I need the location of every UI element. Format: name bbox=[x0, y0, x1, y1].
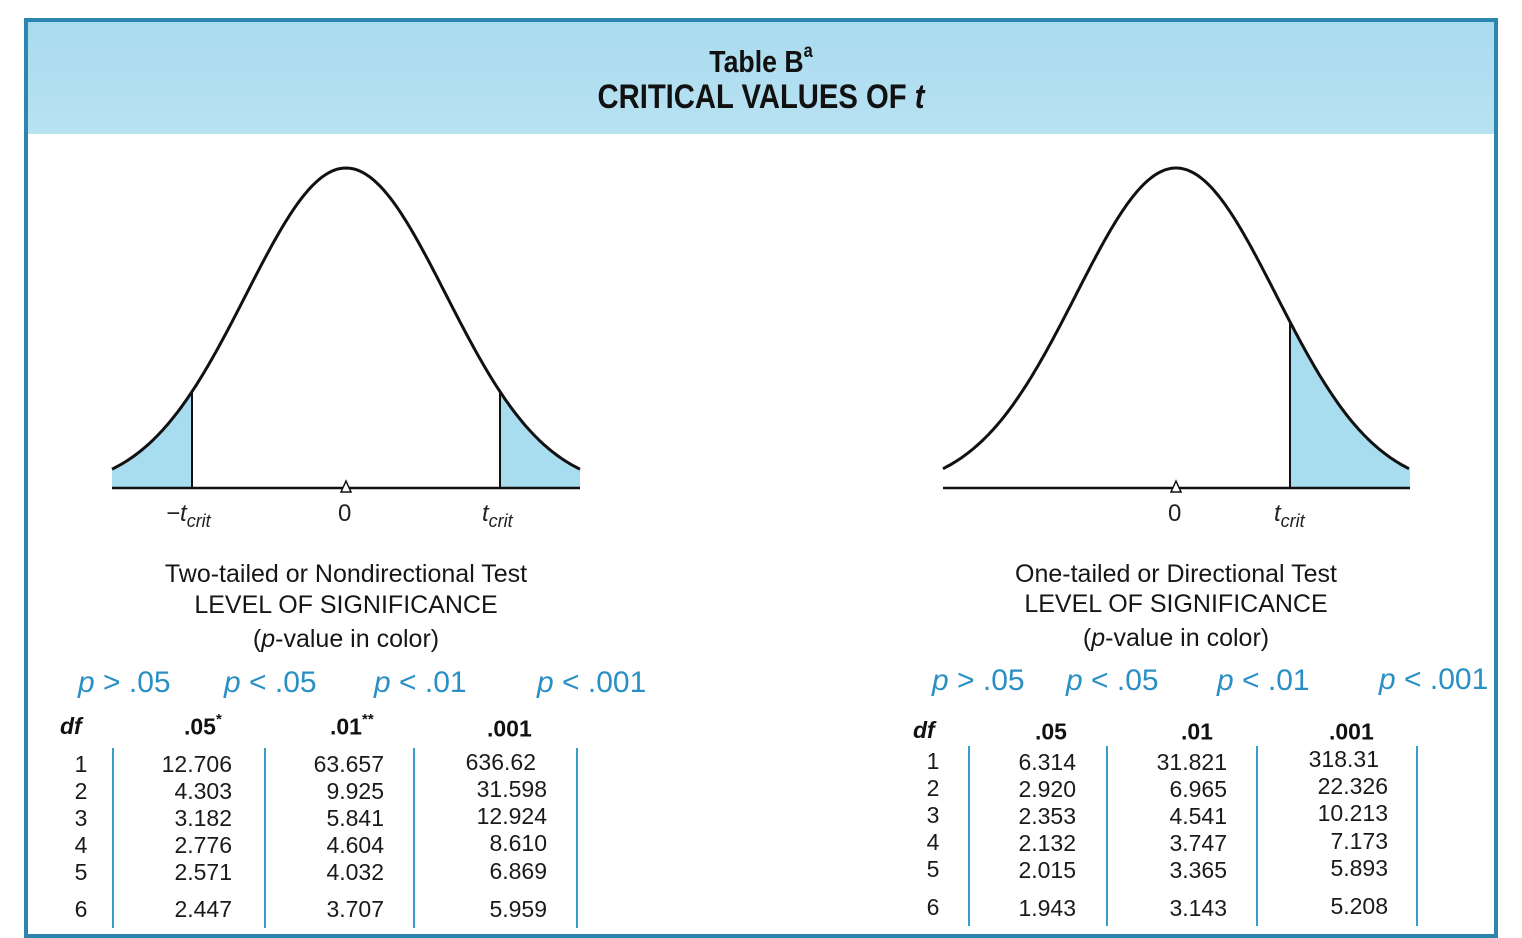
table-cell: 2.353 bbox=[1018, 803, 1076, 829]
p-value-label: p < .01 bbox=[374, 666, 467, 699]
zero-marker-icon bbox=[1169, 479, 1183, 493]
table-cell: 63.657 bbox=[313, 751, 384, 777]
two-tailed-caption-line-2: LEVEL OF SIGNIFICANCE bbox=[194, 591, 498, 619]
p-value-label: p < .001 bbox=[1379, 663, 1489, 696]
df-cell: 2 bbox=[926, 775, 940, 801]
df-cell: 1 bbox=[926, 748, 940, 774]
df-cell: 6 bbox=[926, 894, 940, 920]
t-crit-label: tcrit bbox=[1274, 500, 1305, 531]
table-cell: 22.326 bbox=[1317, 773, 1388, 799]
df-cell: 3 bbox=[74, 805, 88, 831]
p-value-label: p < .05 bbox=[224, 666, 317, 699]
right-tail-shading bbox=[500, 391, 580, 489]
df-cell: 5 bbox=[926, 856, 940, 882]
table-cell: 5.841 bbox=[326, 805, 384, 831]
column-rule bbox=[1106, 746, 1108, 926]
column-header-05: .05 bbox=[1035, 718, 1067, 745]
column-header-05: .05* bbox=[184, 711, 222, 740]
one-tailed-caption-line-2: LEVEL OF SIGNIFICANCE bbox=[1024, 590, 1328, 618]
table-cell: 6.869 bbox=[489, 858, 547, 884]
table-cell: 4.541 bbox=[1169, 803, 1227, 829]
two-tailed-caption-line-1: Two-tailed or Nondirectional Test bbox=[164, 560, 528, 588]
table-cell: 5.208 bbox=[1330, 893, 1388, 919]
table-cell: 7.173 bbox=[1330, 828, 1388, 854]
p-value-label: p < .001 bbox=[537, 666, 647, 699]
table-cell: 5.959 bbox=[489, 896, 547, 922]
zero-marker-icon bbox=[339, 479, 353, 493]
column-rule bbox=[968, 746, 970, 926]
table-cell: 4.032 bbox=[326, 859, 384, 885]
table-cell: 31.821 bbox=[1156, 749, 1227, 775]
column-header-df: df bbox=[913, 717, 935, 743]
left-tail-shading bbox=[112, 391, 192, 489]
df-cell: 4 bbox=[926, 829, 940, 855]
table-cell: 8.610 bbox=[489, 830, 547, 856]
column-rule bbox=[576, 748, 578, 928]
column-rule bbox=[1416, 746, 1418, 926]
table-cell: 3.747 bbox=[1169, 830, 1227, 856]
two-tailed-caption-line-3: (p-value in color) bbox=[252, 625, 440, 653]
table-cell: 9.925 bbox=[326, 778, 384, 804]
table-cell: 3.143 bbox=[1169, 895, 1227, 921]
table-cell: 2.776 bbox=[174, 832, 232, 858]
df-cell: 6 bbox=[74, 896, 88, 922]
table-cell: 2.447 bbox=[174, 896, 232, 922]
table-frame bbox=[24, 18, 1498, 938]
column-header-01: .01** bbox=[330, 711, 374, 740]
one-tailed-density-curve bbox=[942, 166, 1410, 471]
table-cell: 6.965 bbox=[1169, 776, 1227, 802]
two-tailed-density-curve bbox=[111, 166, 581, 471]
title-variable: t bbox=[914, 78, 925, 116]
p-value-label: p > .05 bbox=[932, 664, 1025, 697]
zero-label: 0 bbox=[1168, 500, 1182, 527]
table-cell: 4.604 bbox=[326, 832, 384, 858]
table-cell: 318.31 bbox=[1308, 746, 1379, 772]
column-rule bbox=[112, 748, 114, 928]
page-title: CRITICAL VALUES OF t bbox=[597, 78, 925, 116]
zero-label: 0 bbox=[338, 500, 352, 527]
column-rule bbox=[264, 748, 266, 928]
table-cell: 10.213 bbox=[1317, 800, 1388, 826]
right-tail-shading bbox=[1290, 321, 1410, 489]
table-cell: 1.943 bbox=[1018, 895, 1076, 921]
table-cell: 2.571 bbox=[174, 859, 232, 885]
header-band bbox=[28, 22, 1494, 134]
column-header-001: .001 bbox=[487, 715, 532, 742]
table-cell: 3.182 bbox=[174, 805, 232, 831]
table-footnote-marker: a bbox=[803, 40, 813, 62]
table-cell: 2.015 bbox=[1018, 857, 1076, 883]
p-value-label: p < .01 bbox=[1217, 664, 1310, 697]
table-cell: 12.706 bbox=[161, 751, 232, 777]
column-rule bbox=[413, 748, 415, 928]
table-label: Table Ba bbox=[709, 40, 813, 79]
table-cell: 2.920 bbox=[1018, 776, 1076, 802]
df-cell: 1 bbox=[74, 751, 88, 777]
p-value-label: p > .05 bbox=[78, 666, 171, 699]
one-tailed-caption-line-1: One-tailed or Directional Test bbox=[1015, 560, 1337, 588]
table-cell: 12.924 bbox=[476, 803, 547, 829]
p-value-label: p < .05 bbox=[1066, 664, 1159, 697]
t-crit-label: tcrit bbox=[482, 500, 513, 531]
one-tailed-caption-line-3: (p-value in color) bbox=[1082, 624, 1270, 652]
df-cell: 2 bbox=[74, 778, 88, 804]
column-header-001: .001 bbox=[1329, 718, 1374, 745]
df-cell: 5 bbox=[74, 859, 88, 885]
column-rule bbox=[1256, 746, 1258, 926]
table-cell: 5.893 bbox=[1330, 855, 1388, 881]
table-cell: 6.314 bbox=[1018, 749, 1076, 775]
column-header-df: df bbox=[60, 713, 82, 739]
table-cell: 3.707 bbox=[326, 896, 384, 922]
table-cell: 636.62 bbox=[465, 749, 536, 775]
table-cell: 31.598 bbox=[476, 776, 547, 802]
table-cell: 3.365 bbox=[1169, 857, 1227, 883]
column-header-01: .01 bbox=[1181, 718, 1213, 745]
df-cell: 3 bbox=[926, 802, 940, 828]
table-cell: 2.132 bbox=[1018, 830, 1076, 856]
table-cell: 4.303 bbox=[174, 778, 232, 804]
neg-t-crit-label: −tcrit bbox=[166, 500, 211, 531]
df-cell: 4 bbox=[74, 832, 88, 858]
